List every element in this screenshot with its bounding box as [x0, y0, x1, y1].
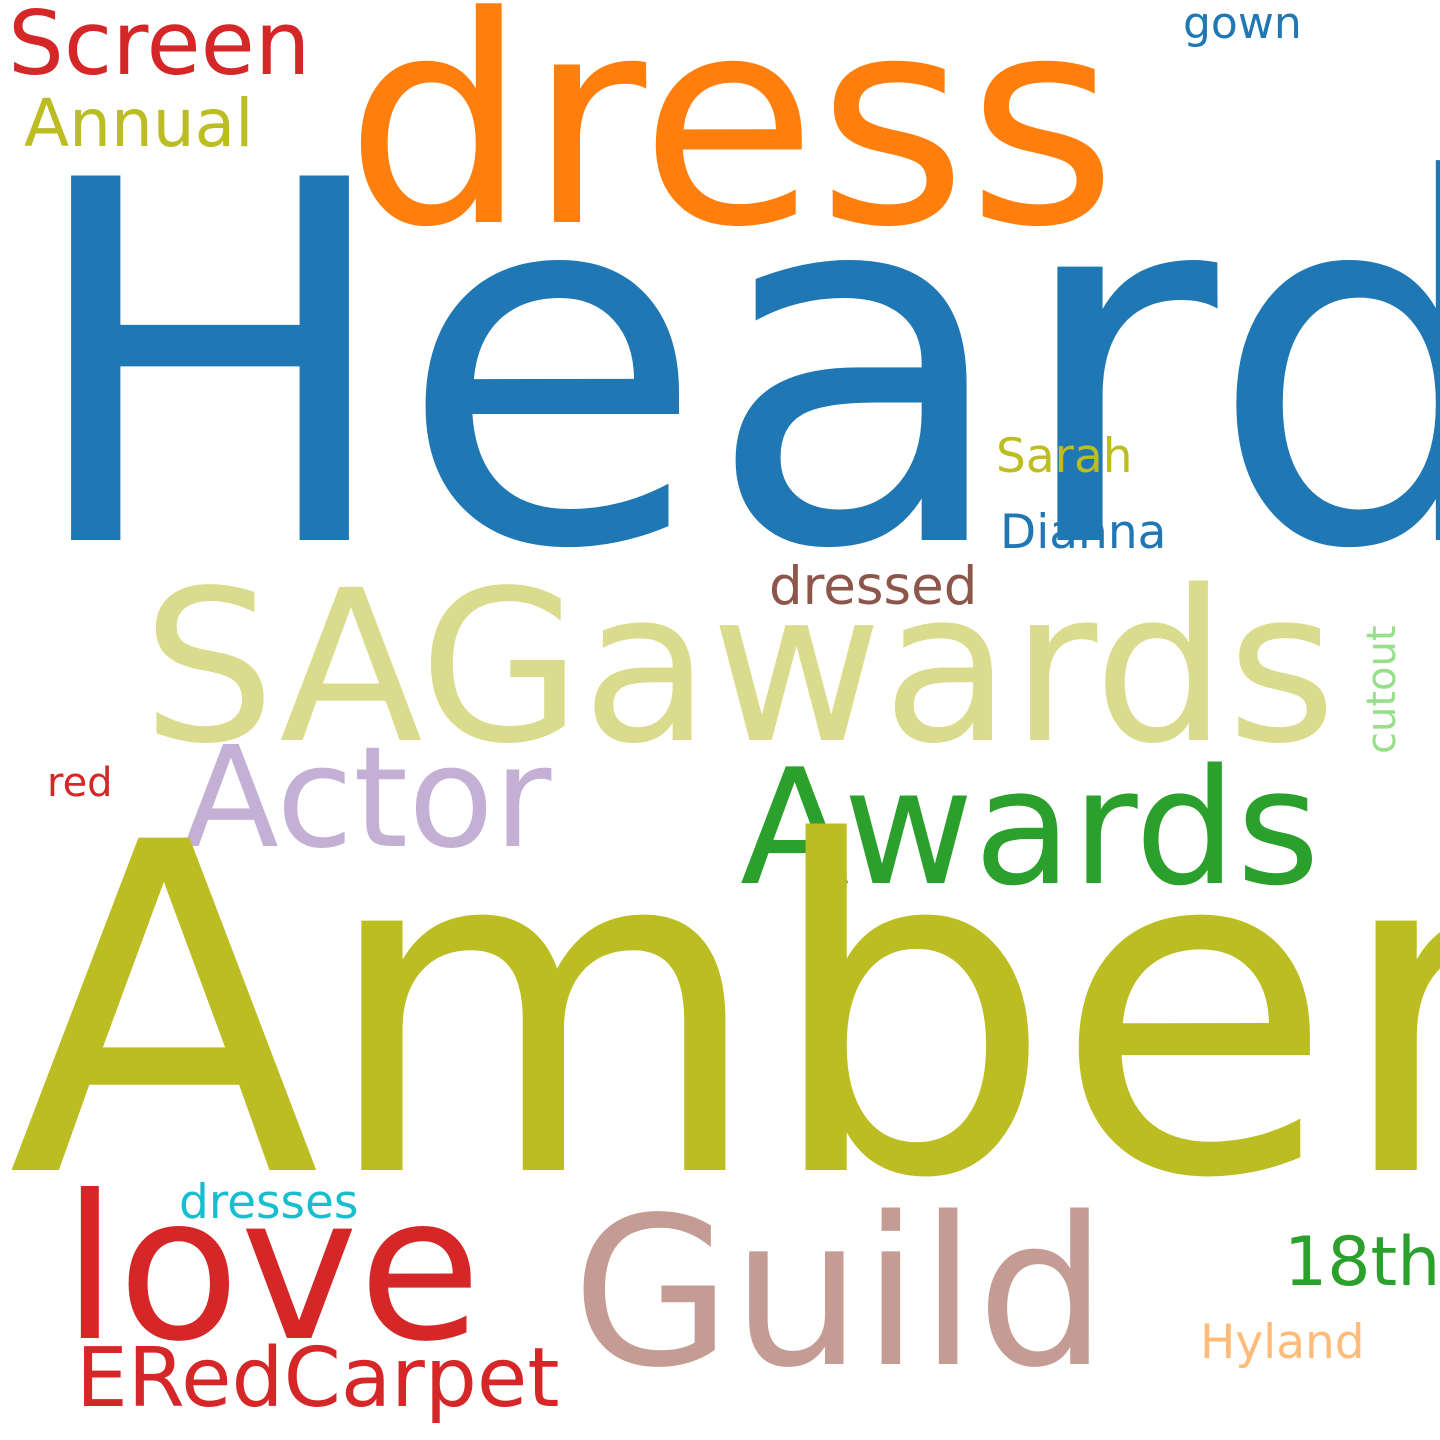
word-amber: Amber	[8, 747, 1440, 1278]
word-sarah: Sarah	[996, 429, 1133, 484]
word-dianna: Dianna	[1000, 505, 1166, 560]
word-awards: Awards	[740, 734, 1320, 921]
word-love: love	[62, 1153, 481, 1386]
word-eredcarpet: ERedCarpet	[76, 1331, 559, 1426]
word-guild: Guild	[572, 1173, 1107, 1413]
word-cutout: cutout	[1359, 625, 1405, 754]
word-actor: Actor	[183, 717, 552, 880]
word-dressed: dressed	[769, 556, 977, 617]
word-gown: gown	[1183, 0, 1302, 49]
word-sagawards: SAGawards	[142, 545, 1336, 790]
word-dress: dress	[345, 0, 1117, 290]
word-screen: Screen	[8, 0, 311, 95]
word-hyland: Hyland	[1200, 1315, 1365, 1370]
word-heard: Heard	[22, 76, 1440, 658]
word-18th: 18th	[1284, 1223, 1440, 1302]
word-red: red	[47, 760, 113, 806]
word-dresses: dresses	[179, 1175, 358, 1230]
word-annual: Annual	[24, 85, 253, 162]
